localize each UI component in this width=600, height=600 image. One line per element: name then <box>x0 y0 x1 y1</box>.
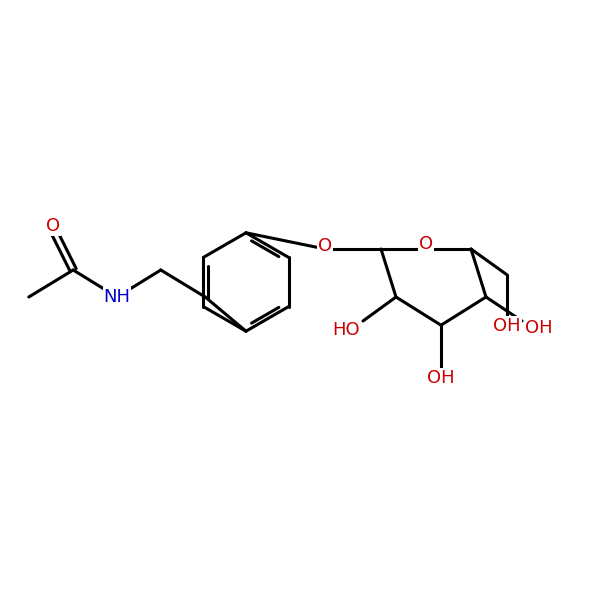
Text: O: O <box>419 235 433 253</box>
Text: OH: OH <box>525 319 553 337</box>
Text: O: O <box>318 237 332 255</box>
Text: NH: NH <box>104 288 131 306</box>
Text: HO: HO <box>332 321 360 339</box>
Text: OH: OH <box>493 317 521 335</box>
Text: O: O <box>46 217 60 235</box>
Text: OH: OH <box>427 369 455 387</box>
